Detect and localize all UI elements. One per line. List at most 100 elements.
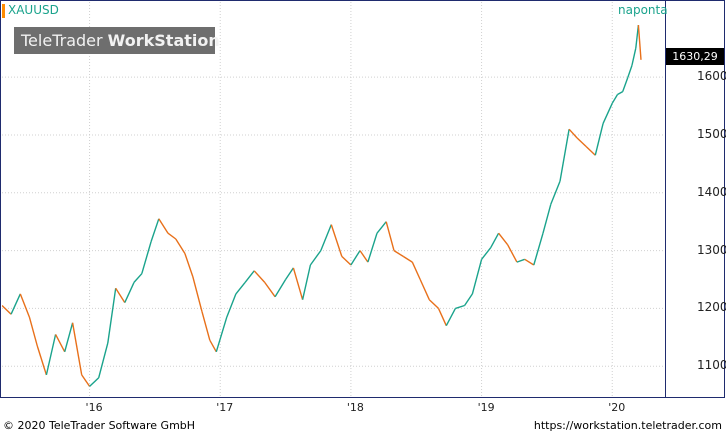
price-segment xyxy=(274,279,287,298)
price-segment xyxy=(244,270,255,283)
price-segment xyxy=(455,304,465,310)
plot-area[interactable] xyxy=(2,2,665,398)
price-segment xyxy=(301,264,312,300)
price-segment xyxy=(611,94,619,104)
price-segment xyxy=(19,293,31,318)
price-segment xyxy=(10,293,21,315)
price-segment xyxy=(393,250,404,257)
price-segment xyxy=(45,334,57,376)
price-segment xyxy=(64,322,74,352)
logo-brand: TeleTrader xyxy=(21,31,103,50)
y-tick-label: 1600 xyxy=(697,69,726,84)
price-segment xyxy=(330,224,343,257)
price-segment xyxy=(631,48,637,66)
price-segment xyxy=(498,232,509,246)
price-segment xyxy=(627,65,633,78)
x-tick-label: '18 xyxy=(346,401,364,414)
price-segment xyxy=(617,90,624,96)
price-segment xyxy=(637,25,642,60)
logo-product: WorkStation xyxy=(107,31,220,50)
price-segment xyxy=(36,345,48,376)
x-tick-label: '17 xyxy=(216,401,234,414)
price-segment xyxy=(464,293,473,306)
price-segment xyxy=(585,145,596,156)
price-segment xyxy=(28,316,38,347)
y-tick-label: 1500 xyxy=(697,126,726,141)
period-label[interactable]: naponta xyxy=(618,3,668,17)
x-tick-label: '20 xyxy=(608,401,626,414)
symbol-label[interactable]: XAUUSD xyxy=(8,3,59,17)
price-segment xyxy=(115,287,126,303)
price-segment xyxy=(158,218,169,234)
price-segment xyxy=(253,270,266,283)
price-segment xyxy=(594,123,604,156)
price-segment xyxy=(576,137,587,148)
price-segment xyxy=(292,267,304,300)
price-segment xyxy=(133,273,143,283)
price-segment xyxy=(81,374,91,387)
price-segment xyxy=(490,232,500,249)
price-segment xyxy=(437,308,447,326)
price-segment xyxy=(141,241,152,274)
price-segment xyxy=(568,128,578,139)
price-chart[interactable] xyxy=(2,2,665,398)
price-segment xyxy=(350,250,361,266)
x-tick-label: '16 xyxy=(85,401,103,414)
price-segment xyxy=(481,247,492,260)
price-segment xyxy=(533,233,544,266)
price-segment xyxy=(71,322,83,376)
price-segment xyxy=(54,334,66,353)
price-segment xyxy=(385,221,395,251)
last-price-badge: 1630,29 xyxy=(666,48,724,65)
y-tick-label: 1400 xyxy=(697,184,726,199)
price-segment xyxy=(150,218,160,243)
logo: TeleTrader WorkStation xyxy=(14,27,220,54)
price-segment xyxy=(376,221,387,234)
price-segment xyxy=(320,224,332,251)
price-segment xyxy=(226,293,237,318)
footer-url[interactable]: https://workstation.teletrader.com xyxy=(533,419,722,432)
price-segment xyxy=(98,342,109,378)
price-segment xyxy=(175,238,186,254)
price-segment xyxy=(124,282,135,303)
price-segment xyxy=(635,25,640,49)
footer-copyright: © 2020 TeleTrader Software GmbH xyxy=(3,419,196,432)
price-segment xyxy=(2,304,12,315)
price-segment xyxy=(107,288,117,344)
price-segment xyxy=(542,204,552,234)
price-segment xyxy=(209,339,217,353)
chart-frame[interactable] xyxy=(0,0,725,398)
symbol-marker xyxy=(2,4,5,18)
price-segment xyxy=(167,232,177,240)
price-segment xyxy=(411,261,421,280)
price-segment xyxy=(309,250,322,266)
price-segment xyxy=(602,102,613,124)
price-segment xyxy=(201,311,211,341)
price-segment xyxy=(341,255,352,266)
price-segment xyxy=(367,232,378,263)
price-segment xyxy=(445,308,457,327)
price-segment xyxy=(516,258,525,263)
price-segment xyxy=(559,129,570,182)
y-tick-label: 1200 xyxy=(697,300,726,315)
price-segment xyxy=(622,76,629,92)
y-tick-label: 1300 xyxy=(697,242,726,257)
axis-divider xyxy=(665,1,666,398)
x-tick-label: '19 xyxy=(477,401,495,414)
price-segment xyxy=(471,259,483,295)
price-segment xyxy=(285,267,294,280)
price-segment xyxy=(359,250,369,263)
price-segment xyxy=(419,279,430,300)
price-segment xyxy=(264,281,276,298)
price-segment xyxy=(524,258,535,266)
price-segment xyxy=(89,377,100,387)
price-segment xyxy=(550,180,561,205)
price-segment xyxy=(184,253,194,277)
price-segment xyxy=(192,276,203,312)
price-segment xyxy=(215,316,228,353)
price-segment xyxy=(402,255,413,263)
price-segment xyxy=(428,299,439,309)
y-tick-label: 1100 xyxy=(697,358,726,373)
price-segment xyxy=(235,281,246,295)
price-segment xyxy=(507,244,518,263)
